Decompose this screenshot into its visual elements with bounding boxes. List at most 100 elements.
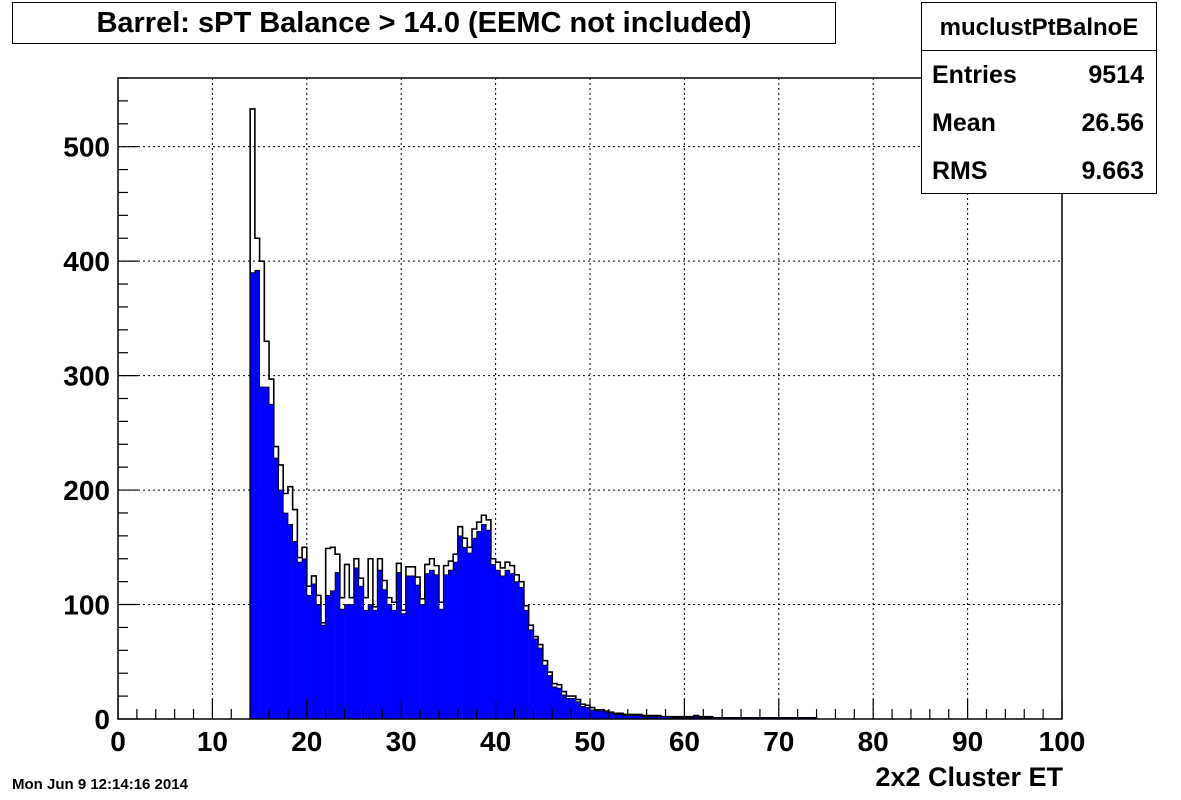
filled-bar-86 (656, 716, 662, 719)
filled-bar-37 (424, 573, 430, 719)
selected-clusters-histogram (249, 269, 817, 719)
filled-bar-27 (377, 570, 383, 719)
filled-bar-46 (467, 553, 473, 719)
filled-bar-75 (604, 712, 610, 719)
filled-bar-77 (613, 714, 619, 719)
filled-bar-5 (273, 458, 279, 719)
filled-bar-51 (490, 564, 496, 719)
filled-bar-73 (594, 710, 600, 719)
filled-bar-14 (316, 604, 322, 719)
filled-bar-70 (580, 706, 586, 719)
x-tick-label-10: 10 (197, 726, 228, 757)
axis-ticks (117, 77, 1063, 720)
filled-bar-17 (330, 590, 336, 719)
outline-series-line (249, 108, 818, 719)
filled-bar-53 (500, 575, 506, 719)
filled-bar-42 (448, 570, 454, 719)
filled-bar-58 (523, 610, 529, 719)
filled-bar-94 (693, 716, 699, 719)
stats-entries-row: Entries 9514 (922, 51, 1156, 99)
filled-bar-78 (618, 714, 624, 719)
filled-bar-6 (278, 490, 284, 719)
filled-bar-57 (519, 587, 525, 719)
stats-mean-row: Mean 26.56 (922, 99, 1156, 147)
filled-bar-8 (287, 524, 293, 719)
y-tick-label-100: 100 (63, 590, 110, 621)
filled-bar-74 (599, 710, 605, 719)
filled-bar-87 (660, 716, 666, 719)
y-tick-label-400: 400 (63, 246, 110, 277)
filled-bar-83 (641, 716, 647, 719)
stats-histogram-name: muclustPtBalnoE (922, 3, 1156, 51)
filled-bar-62 (542, 665, 548, 719)
filled-bar-55 (509, 573, 515, 719)
stats-entries-value: 9514 (1088, 61, 1144, 89)
filled-bar-30 (391, 610, 397, 719)
x-tick-label-30: 30 (386, 726, 417, 757)
filled-bar-31 (396, 572, 402, 719)
filled-bar-64 (552, 686, 558, 719)
plot-title: Barrel: sPT Balance > 14.0 (EEMC not inc… (12, 2, 836, 44)
timestamp-label: Mon Jun 9 12:14:16 2014 (12, 776, 188, 793)
filled-bar-44 (457, 535, 463, 719)
x-tick-label-50: 50 (574, 726, 605, 757)
x-tick-label-100: 100 (1039, 726, 1086, 757)
filled-bar-22 (354, 567, 360, 719)
filled-bar-52 (495, 570, 501, 719)
stats-mean-value: 26.56 (1081, 109, 1144, 137)
filled-bar-23 (358, 586, 364, 719)
filled-bar-56 (514, 581, 520, 719)
all-clusters-histogram (249, 108, 818, 719)
filled-bar-7 (283, 512, 289, 719)
filled-bar-84 (646, 716, 652, 719)
filled-bar-32 (401, 613, 407, 719)
filled-bar-61 (538, 648, 544, 719)
x-tick-label-70: 70 (763, 726, 794, 757)
filled-bar-20 (344, 604, 350, 719)
filled-bar-63 (547, 675, 553, 719)
filled-bar-0 (250, 272, 256, 719)
filled-bar-16 (325, 595, 331, 719)
filled-bar-21 (349, 604, 355, 719)
x-tick-label-40: 40 (480, 726, 511, 757)
stats-mean-label: Mean (932, 109, 996, 137)
filled-bar-47 (472, 538, 478, 719)
filled-bar-76 (608, 713, 614, 719)
filled-bar-88 (665, 716, 671, 719)
filled-bar-29 (387, 604, 393, 719)
filled-bar-39 (434, 574, 440, 719)
filled-bar-19 (339, 609, 345, 719)
tick-labels: 0 10 20 30 40 50 60 70 80 90 100 0 100 200 300 400 500 (63, 132, 1085, 757)
filled-bar-65 (556, 688, 562, 719)
filled-bar-4 (269, 404, 275, 719)
filled-bar-33 (405, 575, 411, 719)
filled-bar-38 (429, 570, 435, 719)
x-tick-label-80: 80 (858, 726, 889, 757)
filled-bar-45 (462, 547, 468, 719)
filled-bar-34 (410, 575, 416, 719)
filled-series-edge (249, 269, 817, 719)
stats-entries-label: Entries (932, 61, 1017, 89)
filled-bar-2 (259, 387, 265, 719)
filled-bar-81 (632, 715, 638, 719)
filled-bar-3 (264, 387, 270, 719)
filled-bar-59 (528, 629, 534, 719)
filled-bar-60 (533, 638, 539, 719)
x-tick-label-0: 0 (110, 726, 126, 757)
y-tick-label-200: 200 (63, 475, 110, 506)
stats-rms-row: RMS 9.663 (922, 147, 1156, 195)
filled-bar-18 (335, 572, 341, 719)
filled-bar-36 (420, 604, 426, 719)
filled-bar-66 (561, 694, 567, 719)
filled-bar-26 (372, 610, 378, 719)
filled-bar-24 (363, 610, 369, 719)
filled-bar-85 (651, 716, 657, 719)
stats-rms-label: RMS (932, 157, 988, 185)
filled-bar-67 (566, 698, 572, 719)
stats-box: muclustPtBalnoE Entries 9514 Mean 26.56 … (921, 2, 1157, 194)
filled-bar-13 (311, 583, 317, 719)
y-tick-label-0: 0 (94, 704, 110, 735)
filled-bar-15 (320, 625, 326, 719)
filled-bar-68 (571, 698, 577, 719)
